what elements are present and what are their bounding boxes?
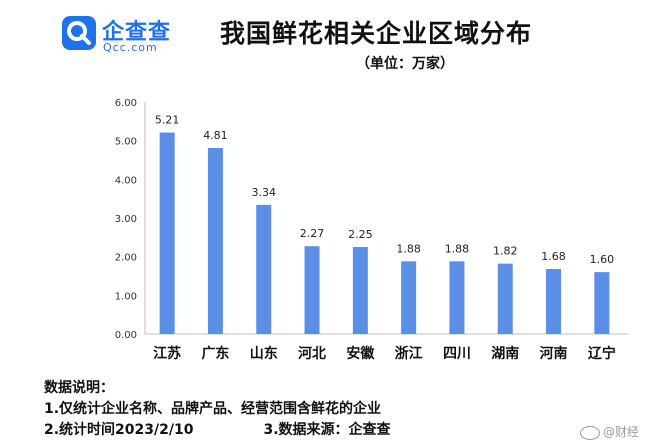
- watermark-text: @财经: [602, 425, 639, 439]
- logo-name-cn: 企查查: [102, 20, 172, 45]
- qcc-logo-icon: [62, 16, 96, 50]
- qcc-logo: 企查查 Qcc.com: [62, 14, 242, 54]
- bar: [497, 263, 513, 334]
- y-tick-label: 1.00: [115, 291, 137, 302]
- x-tick-label: 广东: [201, 345, 229, 362]
- notes-block: 数据说明： 1.仅统计企业名称、品牌产品、经营范围含鲜花的企业 2.统计时间20…: [44, 378, 391, 441]
- bar-value-label: 1.88: [445, 242, 470, 255]
- bar: [449, 261, 465, 334]
- bar: [207, 148, 223, 334]
- bar-value-label: 4.81: [203, 129, 228, 142]
- y-tick-label: 6.00: [115, 98, 137, 109]
- x-tick-label: 浙江: [395, 345, 423, 362]
- watermark: @财经: [579, 423, 639, 440]
- bar-value-label: 1.60: [590, 253, 615, 266]
- x-tick-label: 河南: [540, 345, 568, 362]
- bar-value-label: 1.88: [396, 242, 421, 255]
- bar-value-label: 3.34: [252, 186, 277, 199]
- x-tick-label: 河北: [298, 345, 326, 362]
- y-tick-label: 0.00: [115, 330, 137, 341]
- bar: [594, 272, 610, 334]
- bar: [256, 204, 272, 334]
- note-item-3: 3.数据来源：企查查: [263, 422, 391, 438]
- bar: [304, 246, 320, 334]
- x-tick-label: 辽宁: [588, 345, 616, 362]
- x-tick-label: 湖南: [491, 345, 519, 362]
- bar-value-label: 5.21: [155, 114, 180, 127]
- y-tick-label: 2.00: [115, 253, 137, 264]
- bar: [401, 261, 417, 334]
- x-tick-label: 山东: [250, 345, 278, 362]
- logo-name-en: Qcc.com: [103, 41, 158, 54]
- bar-value-label: 1.68: [541, 250, 566, 263]
- chart-unit: （单位：万家）: [356, 56, 454, 72]
- x-tick-label: 安徽: [346, 345, 375, 362]
- bar: [159, 132, 175, 334]
- note-row: 2.统计时间2023/2/10 3.数据来源：企查查: [44, 420, 391, 441]
- bar-value-label: 2.27: [300, 227, 325, 240]
- bar-value-label: 2.25: [348, 228, 373, 241]
- x-tick-label: 江苏: [153, 345, 181, 362]
- bar: [352, 247, 368, 334]
- chart-title: 我国鲜花相关企业区域分布: [220, 19, 533, 48]
- y-tick-label: 3.00: [115, 214, 137, 225]
- y-tick-label: 5.00: [115, 137, 137, 148]
- weibo-icon: [579, 425, 600, 440]
- notes-heading: 数据说明：: [44, 380, 114, 396]
- bar-value-label: 1.82: [493, 245, 518, 258]
- x-tick-label: 四川: [443, 346, 471, 362]
- note-item-2: 2.统计时间2023/2/10: [44, 422, 194, 438]
- y-tick-label: 4.00: [115, 175, 137, 186]
- note-item-1: 1.仅统计企业名称、品牌产品、经营范围含鲜花的企业: [44, 401, 382, 417]
- bar: [546, 269, 562, 334]
